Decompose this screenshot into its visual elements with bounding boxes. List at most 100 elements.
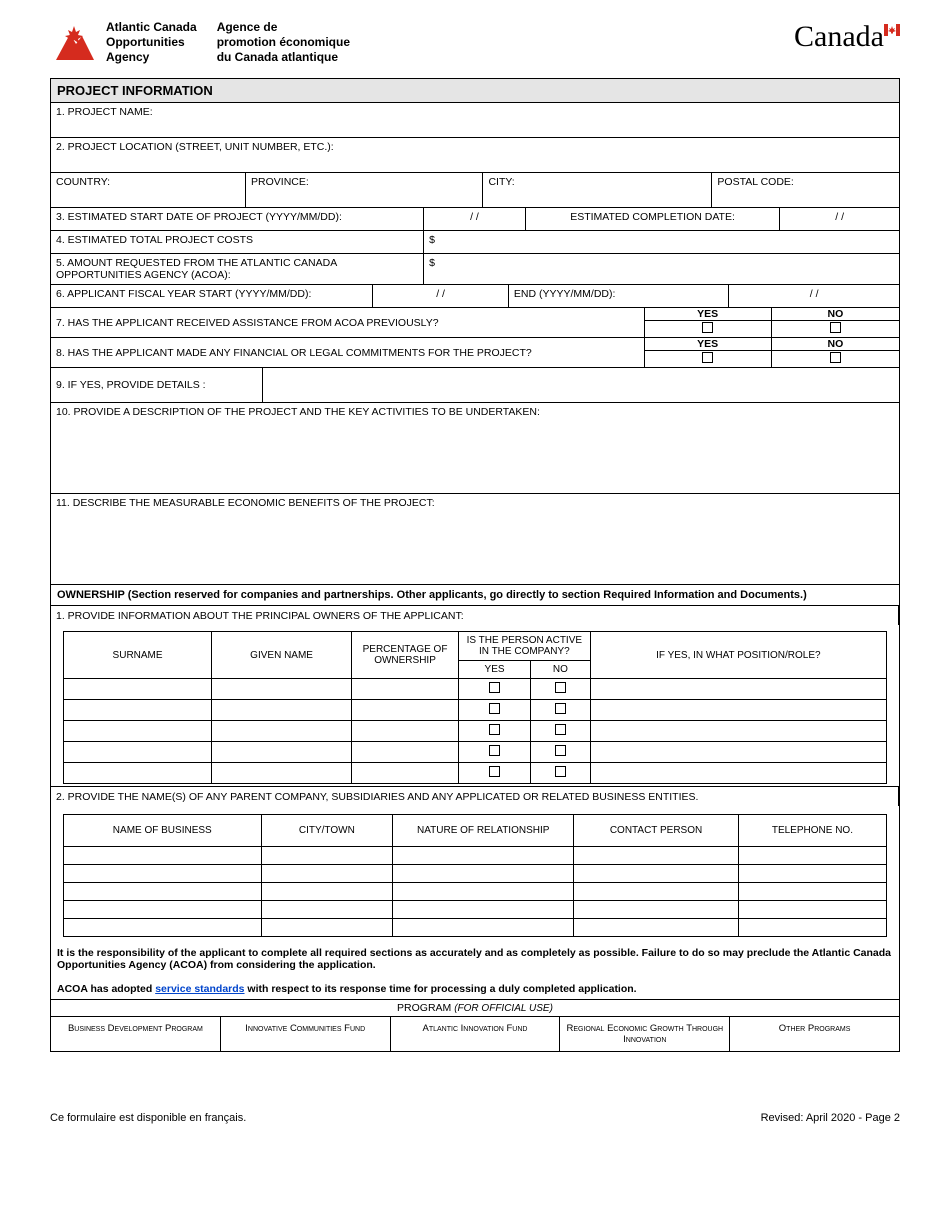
table-row[interactable] (64, 700, 887, 721)
th-biz-nature: NATURE OF RELATIONSHIP (393, 815, 574, 847)
agency-name-fr: Agence de promotion économique du Canada… (217, 20, 350, 65)
th-active-yes: YES (459, 661, 531, 679)
field-project-location[interactable]: 2. PROJECT LOCATION (STREET, UNIT NUMBER… (51, 138, 899, 172)
label-yes-2: YES (645, 338, 771, 351)
th-biz-name: NAME OF BUSINESS (64, 815, 262, 847)
owner-no-checkbox[interactable] (555, 724, 566, 735)
label-amount-requested: 5. AMOUNT REQUESTED FROM THE ATLANTIC CA… (51, 254, 424, 284)
owner-no-checkbox[interactable] (555, 766, 566, 777)
label-q10: 10. PROVIDE A DESCRIPTION OF THE PROJECT… (56, 406, 540, 418)
label-province: PROVINCE: (251, 176, 309, 188)
owner-yes-checkbox[interactable] (489, 703, 500, 714)
label-completion-date: ESTIMATED COMPLETION DATE: (526, 208, 780, 230)
table-row[interactable] (64, 742, 887, 763)
label-q7: 7. HAS THE APPLICANT RECEIVED ASSISTANCE… (51, 308, 645, 338)
logo-block: Atlantic Canada Opportunities Agency Age… (50, 20, 350, 68)
field-amount-requested[interactable]: $ (424, 254, 899, 284)
label-q11: 11. DESCRIBE THE MEASURABLE ECONOMIC BEN… (56, 497, 435, 509)
program-header: PROGRAM (FOR OFFICIAL USE) (51, 999, 899, 1017)
table-row[interactable] (64, 679, 887, 700)
field-province[interactable]: PROVINCE: (246, 173, 483, 207)
disclaimer-block: It is the responsibility of the applican… (51, 941, 899, 999)
label-city: CITY: (488, 176, 514, 188)
label-fiscal-start: 6. APPLICANT FISCAL YEAR START (YYYY/MM/… (51, 285, 373, 307)
th-role: IF YES, IN WHAT POSITION/ROLE? (590, 632, 886, 679)
label-q8: 8. HAS THE APPLICANT MADE ANY FINANCIAL … (51, 338, 645, 368)
agency-en-line1: Atlantic Canada (106, 20, 197, 34)
canada-text: Canada (794, 20, 884, 54)
th-active: IS THE PERSON ACTIVE IN THE COMPANY? (459, 632, 591, 661)
checkbox-q7-yes[interactable] (645, 321, 771, 338)
owner-no-checkbox[interactable] (555, 745, 566, 756)
agency-fr-line2: promotion économique (217, 35, 350, 49)
table-row[interactable] (64, 883, 887, 901)
checkbox-q7-no[interactable] (772, 321, 899, 338)
page-footer: Ce formulaire est disponible en français… (50, 1112, 900, 1124)
canada-wordmark: Canada (794, 20, 900, 54)
table-row[interactable] (64, 901, 887, 919)
field-postal[interactable]: POSTAL CODE: (712, 173, 899, 207)
label-total-costs: 4. ESTIMATED TOTAL PROJECT COSTS (51, 231, 424, 253)
currency-symbol-1: $ (429, 234, 435, 246)
field-fiscal-end[interactable]: / / (729, 285, 899, 307)
th-biz-contact: CONTACT PERSON (574, 815, 739, 847)
owner-yes-checkbox[interactable] (489, 682, 500, 693)
table-row[interactable] (64, 919, 887, 937)
field-city[interactable]: CITY: (483, 173, 712, 207)
field-fiscal-start[interactable]: / / (373, 285, 509, 307)
field-q9-details[interactable] (263, 368, 899, 402)
section-header-ownership: OWNERSHIP (Section reserved for companie… (51, 585, 899, 606)
field-q10[interactable]: 10. PROVIDE A DESCRIPTION OF THE PROJECT… (51, 403, 899, 493)
label-no-2: NO (772, 338, 899, 351)
field-total-costs[interactable]: $ (424, 231, 899, 253)
field-completion-date[interactable]: / / (780, 208, 899, 230)
footer-left: Ce formulaire est disponible en français… (50, 1112, 246, 1124)
field-country[interactable]: COUNTRY: (51, 173, 246, 207)
table-row[interactable] (64, 865, 887, 883)
owner-no-checkbox[interactable] (555, 703, 566, 714)
label-country: COUNTRY: (56, 176, 110, 188)
disclaimer-text-2b: with respect to its response time for pr… (245, 983, 637, 995)
table-row[interactable] (64, 763, 887, 784)
owner-yes-checkbox[interactable] (489, 745, 500, 756)
program-aif: Atlantic Innovation Fund (391, 1017, 561, 1051)
label-yes-1: YES (645, 308, 771, 321)
th-active-no: NO (531, 661, 591, 679)
label-start-date: 3. ESTIMATED START DATE OF PROJECT (YYYY… (51, 208, 424, 230)
program-header-italic: (FOR OFFICIAL USE) (454, 1003, 553, 1014)
page-header: Atlantic Canada Opportunities Agency Age… (50, 20, 900, 68)
agency-en-line3: Agency (106, 50, 149, 64)
th-surname: SURNAME (64, 632, 212, 679)
label-fiscal-end: END (YYYY/MM/DD): (509, 285, 729, 307)
checkbox-q8-no[interactable] (772, 351, 899, 368)
program-regi: Regional Economic Growth Through Innovat… (560, 1017, 730, 1051)
program-header-label: PROGRAM (397, 1002, 454, 1014)
field-project-name[interactable]: 1. PROJECT NAME: (51, 103, 899, 137)
agency-en-line2: Opportunities (106, 35, 185, 49)
field-q11[interactable]: 11. DESCRIBE THE MEASURABLE ECONOMIC BEN… (51, 494, 899, 584)
program-bdp: Business Development Program (51, 1017, 221, 1051)
disclaimer-text-1: It is the responsibility of the applican… (57, 947, 891, 971)
label-own-q2: 2. PROVIDE THE NAME(S) OF ANY PARENT COM… (51, 786, 899, 806)
owner-no-checkbox[interactable] (555, 682, 566, 693)
currency-symbol-2: $ (429, 257, 435, 269)
th-given: GIVEN NAME (212, 632, 352, 679)
related-business-table: NAME OF BUSINESS CITY/TOWN NATURE OF REL… (63, 814, 887, 937)
program-icf: Innovative Communities Fund (221, 1017, 391, 1051)
label-no-1: NO (772, 308, 899, 321)
program-row: Business Development Program Innovative … (51, 1017, 899, 1051)
table-row[interactable] (64, 847, 887, 865)
program-other: Other Programs (730, 1017, 899, 1051)
acoa-logo-icon (50, 20, 98, 68)
th-pct: PERCENTAGE OF OWNERSHIP (352, 632, 459, 679)
owners-table: SURNAME GIVEN NAME PERCENTAGE OF OWNERSH… (63, 631, 887, 784)
table-row[interactable] (64, 721, 887, 742)
checkbox-q8-yes[interactable] (645, 351, 771, 368)
service-standards-link[interactable]: service standards (155, 983, 244, 995)
field-start-date[interactable]: / / (424, 208, 526, 230)
agency-name-en: Atlantic Canada Opportunities Agency (106, 20, 197, 65)
label-q9: 9. IF YES, PROVIDE DETAILS : (51, 368, 263, 402)
canada-flag-icon (884, 24, 900, 36)
owner-yes-checkbox[interactable] (489, 724, 500, 735)
owner-yes-checkbox[interactable] (489, 766, 500, 777)
